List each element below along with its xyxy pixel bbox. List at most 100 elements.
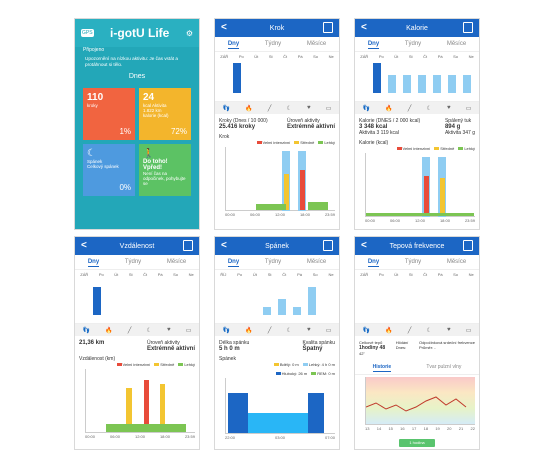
tab-days[interactable]: Dny <box>227 41 240 49</box>
back-icon[interactable]: < <box>361 22 367 33</box>
heart-screen: < Tepová frekvence Dny Týdny Měsíce ZÁŘ P… <box>354 236 480 450</box>
heart-icon[interactable]: ♥ <box>447 327 451 333</box>
day-bar <box>263 307 271 315</box>
sleep-screen: < Spánek Dny Týdny Měsíce ŘÍJ Po Út St Čt Pá S… <box>214 236 340 450</box>
ruler-icon[interactable]: ╱ <box>267 105 272 112</box>
moon-icon[interactable]: ☾ <box>146 327 152 334</box>
tab-pulse-wave[interactable]: Tvar pulzní vlny <box>426 364 462 370</box>
tab-months[interactable]: Měsíce <box>306 41 327 47</box>
home-screen: GPS i-gotU Life ⚙ Připojeno Upozornění n… <box>74 18 200 230</box>
tab-months[interactable]: Měsíce <box>446 41 467 47</box>
flame-icon[interactable]: 🔥 <box>105 327 113 334</box>
footprints-icon[interactable]: 👣 <box>82 327 91 334</box>
ruler-icon[interactable]: ╱ <box>407 327 412 334</box>
ruler-icon[interactable]: ╱ <box>407 105 412 112</box>
back-icon[interactable]: < <box>361 240 367 251</box>
col-label: Hlídání <box>395 340 409 345</box>
moon-icon[interactable]: ☾ <box>426 327 432 334</box>
day: Út <box>394 54 399 59</box>
tick: 18:00 <box>299 212 310 217</box>
tick: 22 <box>470 426 475 431</box>
day: So <box>173 272 179 277</box>
tab-weeks[interactable]: Týdny <box>264 259 282 265</box>
report-icon[interactable] <box>323 240 333 251</box>
sleep-topbar: < Spánek <box>215 237 339 255</box>
tick: 12:00 <box>274 212 285 217</box>
report-icon[interactable] <box>463 22 473 33</box>
ruler-icon[interactable]: ╱ <box>127 327 132 334</box>
tab-days[interactable]: Dny <box>367 259 380 267</box>
heart-stats: Celkově tepů 1hodiny 48 42" Hlídání Dnes: O… <box>355 336 479 360</box>
activity-spike <box>144 380 149 432</box>
day: Ne <box>328 54 334 59</box>
tab-weeks[interactable]: Týdny <box>264 41 282 47</box>
chart-label: Vzdálenost (km) <box>79 356 116 362</box>
move-tile[interactable]: 🚶 Do toho! Vpřed! Není čas na odpočinek,… <box>139 144 191 196</box>
heart-icon[interactable]: ♥ <box>167 327 171 333</box>
day: ŘÍJ <box>220 272 227 277</box>
flame-icon[interactable]: 🔥 <box>385 327 393 334</box>
sleep-quality: Špatný <box>302 346 323 352</box>
one-hour-button[interactable]: 1 hodina <box>399 439 435 447</box>
tab-months[interactable]: Měsíce <box>306 259 327 265</box>
activity-spike <box>256 204 286 210</box>
back-icon[interactable]: < <box>221 22 227 33</box>
back-icon[interactable]: < <box>221 240 227 251</box>
scale-icon[interactable]: ▭ <box>465 327 472 334</box>
footprints-icon[interactable]: 👣 <box>362 327 371 334</box>
day: Út <box>394 272 399 277</box>
footprints-icon[interactable]: 👣 <box>222 105 231 112</box>
chart-label: Krok <box>219 134 230 140</box>
calories-tile[interactable]: 24 kcal Aktivita 1.822 km kalorie (kcal)… <box>139 88 191 140</box>
scale-icon[interactable]: ▭ <box>325 105 332 112</box>
tab-days[interactable]: Dny <box>367 41 380 49</box>
tab-weeks[interactable]: Týdny <box>124 259 142 265</box>
day: So <box>313 54 319 59</box>
steps-count: 25.416 kroky <box>219 124 256 130</box>
scale-icon[interactable]: ▭ <box>185 327 192 334</box>
tab-history[interactable]: Historie <box>372 364 392 372</box>
moon-icon[interactable]: ☾ <box>286 105 292 112</box>
day: St <box>408 272 413 277</box>
settings-icon[interactable]: ⚙ <box>185 28 193 38</box>
back-icon[interactable]: < <box>81 240 87 251</box>
ruler-icon[interactable]: ╱ <box>267 327 272 334</box>
sleep-length-label: Délka spánku <box>219 340 250 346</box>
flame-icon[interactable]: 🔥 <box>385 105 393 112</box>
sleep-tile[interactable]: ☾ Spánek Celkový spánek 0% <box>83 144 135 196</box>
tab-months[interactable]: Měsíce <box>446 259 467 265</box>
hr-x-axis: 13 14 15 16 17 18 19 20 21 22 <box>355 425 479 431</box>
tab-days[interactable]: Dny <box>87 259 100 267</box>
moon-icon[interactable]: ☾ <box>426 105 432 112</box>
tab-weeks[interactable]: Týdny <box>404 41 422 47</box>
heart-icon[interactable]: ♥ <box>307 327 311 333</box>
legend-item: Středně <box>154 362 174 367</box>
report-icon[interactable] <box>463 240 473 251</box>
tab-weeks[interactable]: Týdny <box>404 259 422 265</box>
weekly-mini-chart: ŘÍJ Po Út St Čt Pá So Ne <box>215 270 339 324</box>
metric-icons-row: 👣 🔥 ╱ ☾ ♥ ▭ <box>75 324 199 336</box>
day-bar <box>433 75 441 93</box>
report-icon[interactable] <box>323 22 333 33</box>
day-bar <box>448 75 456 93</box>
tab-months[interactable]: Měsíce <box>166 259 187 265</box>
steps-tile[interactable]: 110 kroky 1% <box>83 88 135 140</box>
footprints-icon[interactable]: 👣 <box>222 327 231 334</box>
footprints-icon[interactable]: 👣 <box>362 105 371 112</box>
tab-days[interactable]: Dny <box>227 259 240 267</box>
time-axis: 22:00 03:00 07:00 <box>215 434 339 440</box>
fat-value: 894 g <box>444 124 461 130</box>
scale-icon[interactable]: ▭ <box>465 105 472 112</box>
heart-icon[interactable]: ♥ <box>307 105 311 111</box>
moon-icon[interactable]: ☾ <box>286 327 292 334</box>
steps-stats: Kroky (Dnes / 10 000) 25.416 kroky Úroveň… <box>215 114 339 134</box>
weekday-row: ZÁŘ Po Út St Čt Pá So Ne <box>355 52 479 59</box>
report-icon[interactable] <box>183 240 193 251</box>
tick: 00:00 <box>85 434 96 439</box>
flame-icon[interactable]: 🔥 <box>245 327 253 334</box>
scale-icon[interactable]: ▭ <box>325 327 332 334</box>
heart-icon[interactable]: ♥ <box>447 105 451 111</box>
flame-icon[interactable]: 🔥 <box>245 105 253 112</box>
day: Po <box>237 272 243 277</box>
calories-stats: Kalorie (DNES / 2 000 kcal) 3 348 kcal Akt… <box>355 114 479 140</box>
